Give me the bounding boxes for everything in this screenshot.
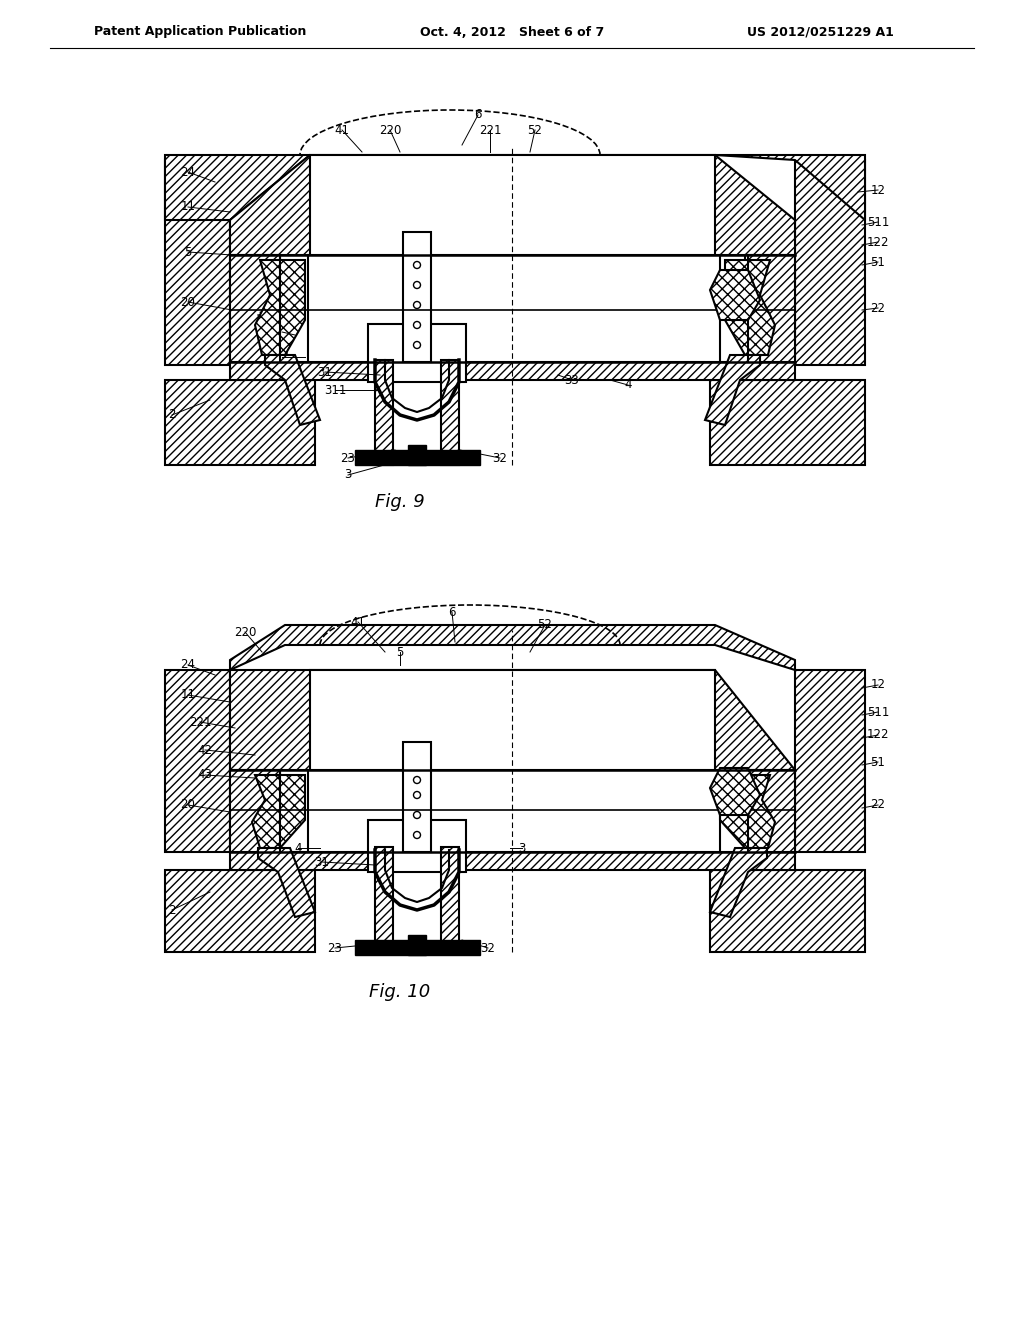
Polygon shape (165, 671, 230, 851)
Polygon shape (795, 160, 865, 366)
Bar (310, 671, 715, 770)
Text: 20: 20 (180, 799, 196, 812)
Text: 122: 122 (866, 235, 889, 248)
Polygon shape (710, 380, 865, 465)
Text: 23: 23 (341, 451, 355, 465)
Text: 41: 41 (335, 124, 349, 136)
Bar (441, 360, 459, 465)
Polygon shape (230, 671, 795, 770)
Text: 511: 511 (866, 705, 889, 718)
Polygon shape (355, 940, 480, 954)
Text: 122: 122 (866, 729, 889, 742)
Polygon shape (408, 935, 426, 954)
Text: 31: 31 (317, 366, 333, 379)
Polygon shape (745, 255, 795, 362)
Text: 4: 4 (294, 842, 302, 854)
Polygon shape (795, 671, 865, 851)
Text: 12: 12 (870, 183, 886, 197)
Polygon shape (230, 851, 795, 870)
Text: 42: 42 (274, 326, 290, 338)
Text: 2: 2 (168, 903, 176, 916)
Polygon shape (710, 768, 760, 814)
Text: 11: 11 (180, 689, 196, 701)
Text: 41: 41 (350, 615, 366, 628)
Text: 24: 24 (180, 165, 196, 178)
Text: 43: 43 (274, 351, 290, 363)
Bar (403, 742, 431, 851)
Text: 32: 32 (480, 941, 496, 954)
Text: 6: 6 (449, 606, 456, 619)
Text: 52: 52 (527, 124, 543, 136)
Polygon shape (710, 271, 760, 319)
Text: 42: 42 (198, 743, 213, 756)
Bar (375, 847, 393, 952)
Text: 221: 221 (188, 715, 211, 729)
Text: 220: 220 (233, 626, 256, 639)
Text: 511: 511 (866, 215, 889, 228)
Polygon shape (165, 870, 315, 952)
Text: 32: 32 (493, 451, 508, 465)
Polygon shape (230, 255, 280, 362)
Polygon shape (710, 870, 865, 952)
Text: 3: 3 (344, 469, 351, 482)
Polygon shape (725, 260, 775, 355)
Bar (375, 360, 393, 465)
Text: 11: 11 (180, 201, 196, 214)
Text: 221: 221 (479, 124, 502, 136)
Text: 51: 51 (870, 755, 886, 768)
Polygon shape (230, 154, 795, 255)
Text: 6: 6 (474, 108, 481, 121)
Polygon shape (230, 362, 795, 380)
Polygon shape (165, 154, 310, 220)
Text: 5: 5 (396, 645, 403, 659)
Polygon shape (705, 355, 760, 425)
Polygon shape (710, 847, 767, 917)
Polygon shape (745, 770, 795, 851)
Text: 220: 220 (379, 124, 401, 136)
Text: 22: 22 (870, 799, 886, 812)
Bar (441, 847, 459, 952)
Polygon shape (265, 355, 319, 425)
Polygon shape (230, 770, 280, 851)
Polygon shape (715, 154, 865, 220)
Text: Fig. 10: Fig. 10 (370, 983, 431, 1001)
Text: Patent Application Publication: Patent Application Publication (94, 25, 306, 38)
Text: 3: 3 (518, 842, 525, 854)
Text: 23: 23 (328, 941, 342, 954)
Polygon shape (165, 160, 230, 366)
Polygon shape (230, 624, 795, 671)
Polygon shape (720, 775, 775, 847)
Polygon shape (165, 380, 315, 465)
Bar (368, 820, 466, 873)
Text: 2: 2 (168, 408, 176, 421)
Polygon shape (255, 260, 305, 355)
Text: 24: 24 (180, 659, 196, 672)
Text: 311: 311 (324, 384, 346, 396)
Text: 52: 52 (538, 619, 552, 631)
Text: 31: 31 (314, 855, 330, 869)
Polygon shape (258, 847, 315, 917)
Polygon shape (408, 445, 426, 465)
Text: Fig. 9: Fig. 9 (375, 492, 425, 511)
Text: 33: 33 (564, 374, 580, 387)
Bar (368, 323, 466, 381)
Text: 22: 22 (870, 301, 886, 314)
Text: 12: 12 (870, 678, 886, 692)
Bar (310, 154, 715, 255)
Polygon shape (355, 450, 480, 465)
Bar (403, 232, 431, 362)
Text: 4: 4 (625, 379, 632, 392)
Text: Oct. 4, 2012   Sheet 6 of 7: Oct. 4, 2012 Sheet 6 of 7 (420, 25, 604, 38)
Text: US 2012/0251229 A1: US 2012/0251229 A1 (746, 25, 893, 38)
Text: 51: 51 (870, 256, 886, 268)
Text: 20: 20 (180, 296, 196, 309)
Text: 43: 43 (198, 768, 212, 781)
Text: 5: 5 (184, 246, 191, 259)
Polygon shape (252, 775, 305, 847)
